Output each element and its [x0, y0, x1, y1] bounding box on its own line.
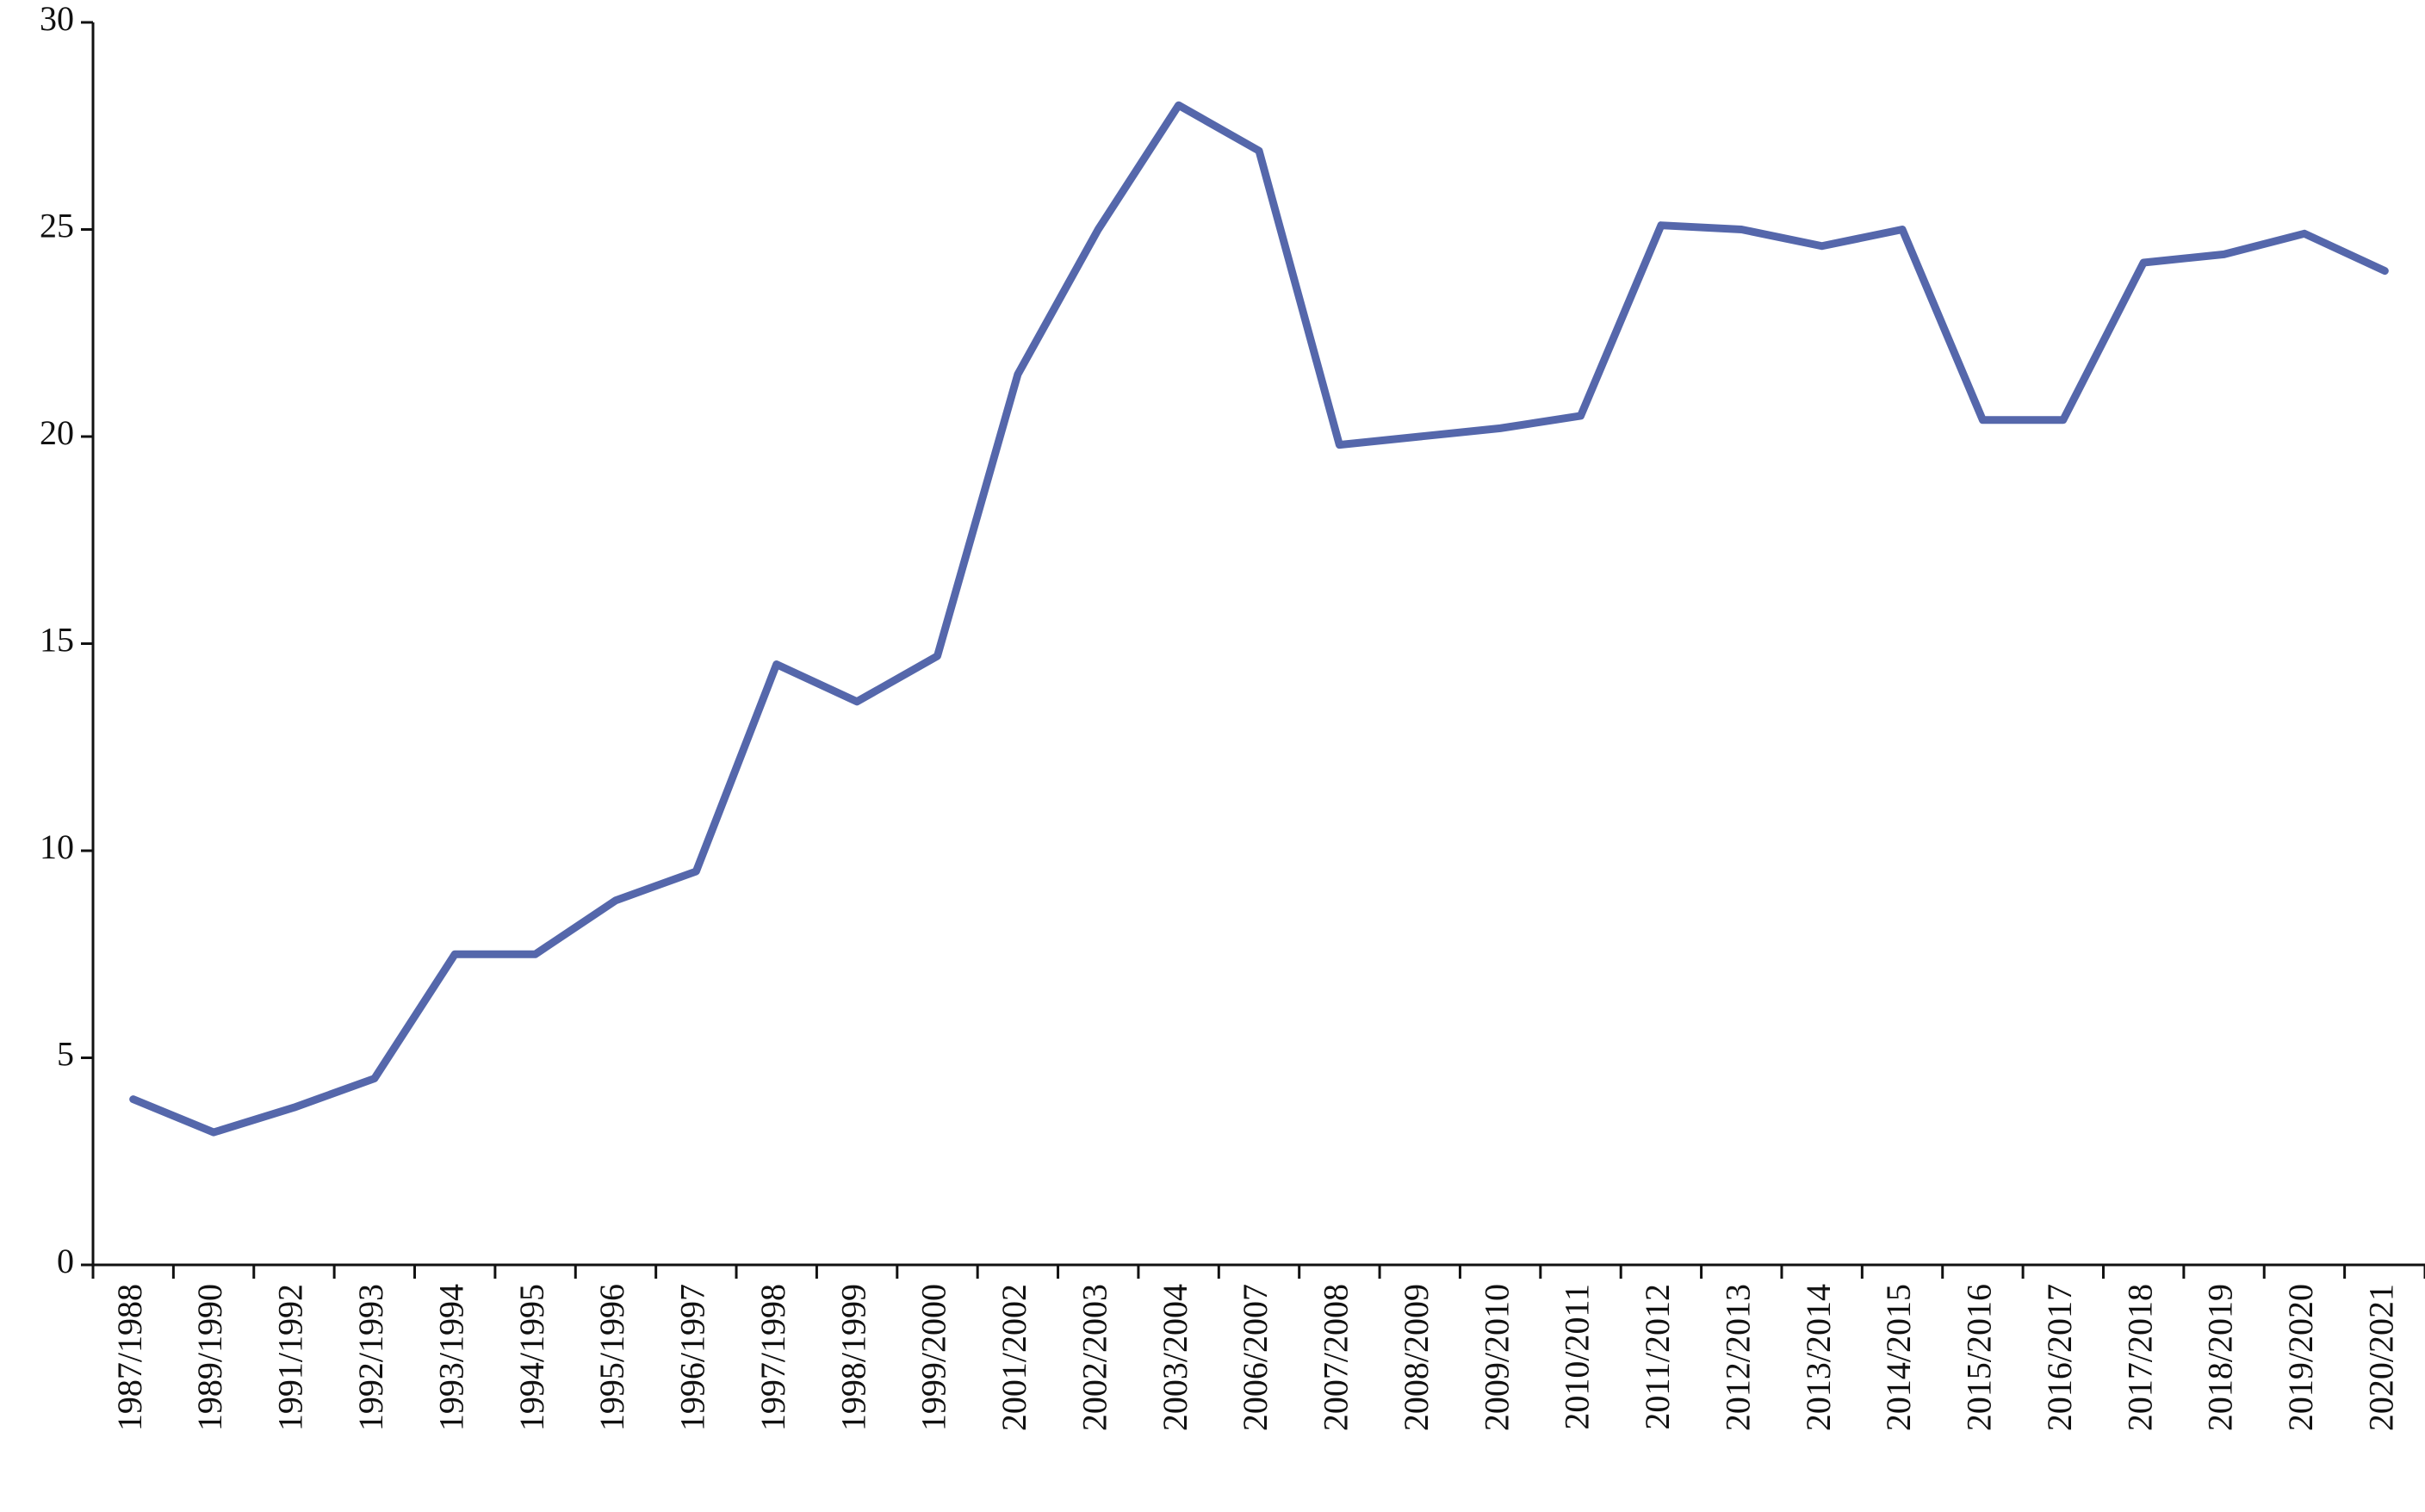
x-tick-label: 2001/2002 [995, 1284, 1033, 1431]
x-tick-label: 1991/1992 [271, 1284, 310, 1431]
x-tick-label: 1987/1988 [110, 1284, 149, 1431]
x-tick-label: 2008/2009 [1397, 1284, 1436, 1431]
y-tick-label: 30 [40, 0, 74, 38]
x-tick-label: 2011/2012 [1638, 1284, 1677, 1430]
x-tick-label: 2006/2007 [1236, 1284, 1275, 1431]
x-tick-label: 2002/2003 [1075, 1284, 1113, 1431]
x-tick-label: 2017/2018 [2120, 1284, 2159, 1431]
x-tick-label: 2015/2016 [1960, 1284, 1999, 1431]
x-tick-label: 2012/2013 [1718, 1284, 1757, 1431]
y-tick-label: 10 [40, 827, 74, 866]
x-tick-label: 1997/1998 [754, 1284, 792, 1431]
x-tick-label: 2019/2020 [2281, 1284, 2320, 1431]
y-tick-label: 15 [40, 621, 74, 660]
x-tick-label: 1989/1990 [190, 1284, 229, 1431]
x-tick-label: 1998/1999 [834, 1284, 872, 1431]
x-tick-label: 1993/1994 [431, 1284, 470, 1431]
x-tick-label: 1996/1997 [673, 1284, 712, 1431]
x-tick-label: 1994/1995 [512, 1284, 551, 1431]
x-tick-label: 2014/2015 [1879, 1284, 1918, 1431]
y-tick-label: 5 [57, 1035, 74, 1074]
x-tick-label: 1992/1993 [351, 1284, 390, 1431]
x-tick-label: 2018/2019 [2201, 1284, 2240, 1431]
x-tick-label: 1999/2000 [915, 1284, 953, 1431]
x-tick-label: 1995/1996 [592, 1284, 631, 1431]
x-tick-label: 2013/2014 [1799, 1284, 1838, 1431]
x-tick-label: 2009/2010 [1477, 1284, 1516, 1431]
x-tick-label: 2010/2011 [1558, 1284, 1597, 1430]
x-tick-label: 2020/2021 [2361, 1284, 2400, 1431]
y-tick-label: 25 [40, 207, 74, 245]
x-tick-label: 2007/2008 [1317, 1284, 1355, 1431]
y-tick-label: 0 [57, 1242, 74, 1280]
x-tick-label: 2003/2004 [1156, 1284, 1194, 1431]
y-tick-label: 20 [40, 413, 74, 452]
x-tick-label: 2016/2017 [2040, 1284, 2079, 1431]
data-line [129, 101, 2389, 1137]
